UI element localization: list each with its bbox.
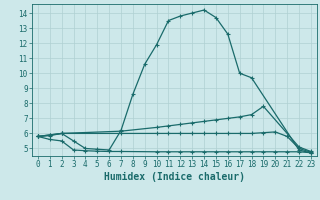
X-axis label: Humidex (Indice chaleur): Humidex (Indice chaleur)	[104, 172, 245, 182]
